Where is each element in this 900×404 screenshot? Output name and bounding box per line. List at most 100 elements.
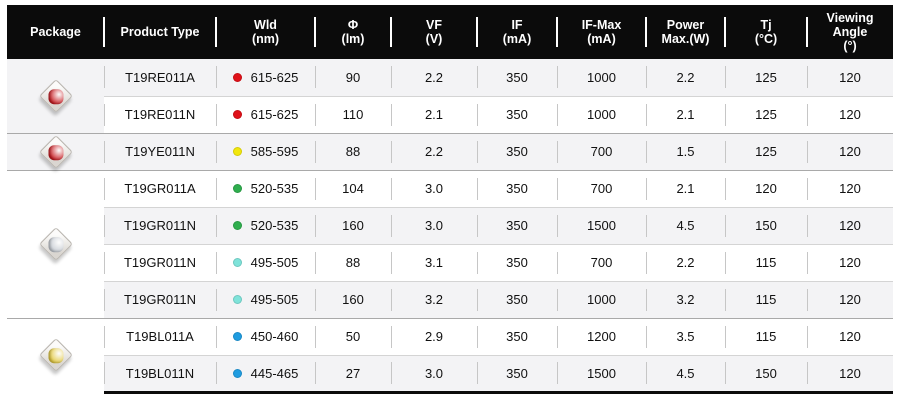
wavelength-text: 495-505 [250,255,299,270]
wavelength-text: 615-625 [250,69,299,85]
flux-cell: 160 [315,206,391,244]
header-line: (mA) [502,32,532,46]
if-max-cell: 1200 [557,317,646,355]
product-type-cell: T19BL011A [104,317,216,355]
if-cell: 350 [477,132,557,170]
header-line: (°C) [754,32,778,46]
product-type-cell: T19RE011A [104,59,216,96]
power-max-cell: 3.5 [646,317,725,355]
led-package-yellow-icon [38,338,73,373]
color-dot-icon [232,110,242,119]
header-line: (mA) [587,32,616,46]
product-type-cell: T19YE011N [104,132,216,170]
if-cell: 350 [477,206,557,244]
header-line: Viewing [826,11,874,25]
wld-cell: 615-625 [216,95,315,133]
wld-cell: 615-625 [216,59,315,96]
power-max-cell: 2.1 [646,95,725,133]
wavelength-value: 445-465 [216,366,315,381]
viewing-angle-cell: 120 [807,280,893,318]
column-header-power-max: Power Max.(W) [646,5,725,59]
table-row: T19BL011A 450-460 50 2.9 350 1200 3.5 115 120 [7,317,893,392]
if-max-cell: 1500 [557,206,646,244]
table-row: T19YE011N 585-595 88 2.2 350 700 1.5 125 120 [7,132,893,170]
wavelength-text: 445-465 [250,365,299,381]
package-ceramic-body [38,338,73,373]
wavelength-text: 495-505 [250,292,299,307]
led-spec-sheet: Package Product Type Wld (nm) Φ (lm) VF (V) IF (m… [0,0,900,394]
header-line: Power [666,18,705,32]
viewing-angle-cell: 120 [807,169,893,207]
vf-cell: 2.2 [391,132,477,170]
wld-cell: 520-535 [216,206,315,244]
if-max-cell: 1500 [557,354,646,394]
header-line: Tj [760,18,772,32]
tj-cell: 115 [725,243,807,281]
header-line: Product Type [120,25,200,39]
tj-cell: 115 [725,280,807,318]
package-cell [7,317,104,392]
vf-cell: 3.0 [391,206,477,244]
flux-cell: 104 [315,169,391,207]
color-dot-icon [232,72,242,82]
column-header-product-type: Product Type [104,5,216,59]
column-header-vf: VF (V) [391,5,477,59]
package-ceramic-body [38,134,73,169]
header-line: Φ [347,18,359,32]
package-dome [48,88,63,104]
column-header-viewing-angle: Viewing Angle (°) [807,5,893,59]
tj-cell: 120 [725,169,807,207]
package-cell [7,169,104,318]
wavelength-value: 520-535 [216,181,315,196]
table-row: T19GR011N 495-505 160 3.2 350 1000 3.2 115 120 [7,280,893,318]
flux-cell: 90 [315,59,391,96]
vf-cell: 2.1 [391,95,477,133]
power-max-cell: 3.2 [646,280,725,318]
vf-cell: 3.0 [391,169,477,207]
header-line: Angle [832,25,868,39]
wavelength-value: 615-625 [216,107,315,122]
if-cell: 350 [477,169,557,207]
power-max-cell: 4.5 [646,354,725,394]
header-line: Max.(W) [661,32,710,46]
product-type-cell: T19RE011N [104,95,216,133]
viewing-angle-cell: 120 [807,243,893,281]
color-dot-icon [232,184,242,193]
tj-cell: 125 [725,95,807,133]
wavelength-value: 520-535 [216,218,315,233]
viewing-angle-cell: 120 [807,95,893,133]
wavelength-value: 585-595 [216,144,315,159]
flux-cell: 50 [315,317,391,355]
color-dot-icon [232,258,242,267]
column-header-if: IF (mA) [477,5,557,59]
tj-cell: 150 [725,354,807,394]
vf-cell: 3.0 [391,354,477,394]
product-type-cell: T19GR011A [104,169,216,207]
wavelength-value: 615-625 [216,70,315,85]
product-type-cell: T19GR011N [104,206,216,244]
viewing-angle-cell: 120 [807,132,893,170]
color-dot-icon [232,295,242,304]
header-line: Wld [254,18,277,32]
tj-cell: 150 [725,206,807,244]
if-max-cell: 1000 [557,280,646,318]
if-max-cell: 700 [557,169,646,207]
color-dot-icon [232,368,242,378]
if-cell: 350 [477,243,557,281]
column-header-package: Package [7,5,104,59]
tj-cell: 125 [725,59,807,96]
table-row: T19RE011N 615-625 110 2.1 350 1000 2.1 125 120 [7,95,893,133]
table-body: T19RE011A 615-625 90 2.2 350 1000 2.2 125 120 T19… [7,59,893,394]
table-row: T19GR011N 495-505 88 3.1 350 700 2.2 115 120 [7,243,893,281]
package-dome [48,144,63,159]
column-header-flux: Φ (lm) [315,5,391,59]
if-cell: 350 [477,354,557,394]
viewing-angle-cell: 120 [807,354,893,394]
table-row: T19GR011A 520-535 104 3.0 350 700 2.1 120 120 [7,169,893,318]
product-type-cell: T19BL011N [104,354,216,394]
flux-cell: 110 [315,95,391,133]
header-row: Package Product Type Wld (nm) Φ (lm) VF (V) IF (m… [7,5,893,59]
flux-cell: 27 [315,354,391,394]
power-max-cell: 4.5 [646,206,725,244]
header-line: (V) [425,32,443,46]
